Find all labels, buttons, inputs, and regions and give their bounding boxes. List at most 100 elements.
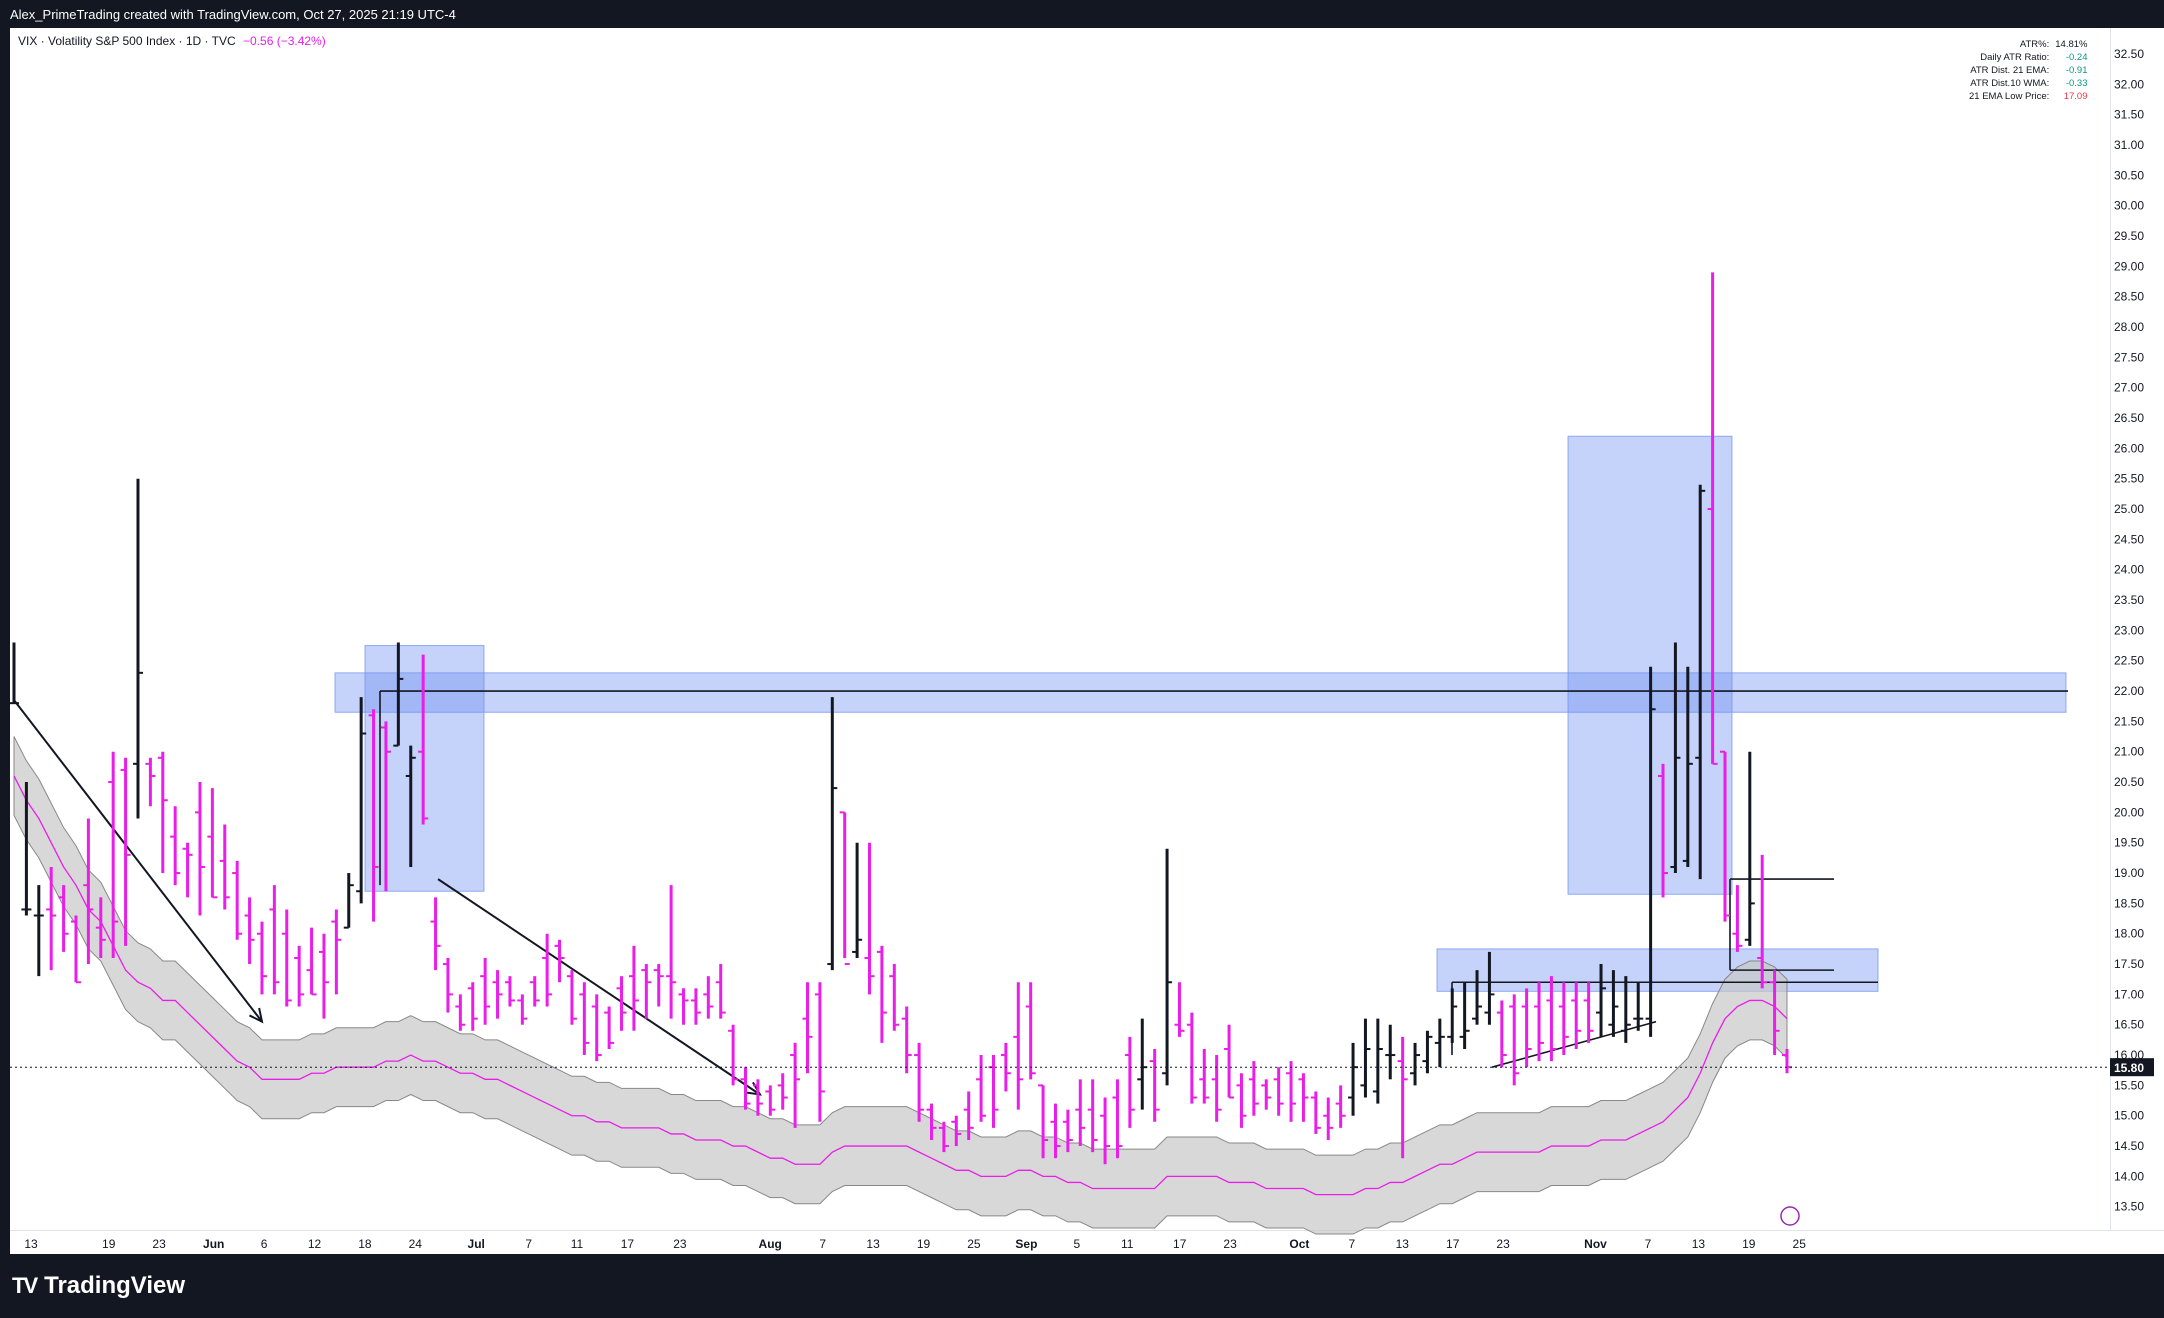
y-tick-label: 28.50 (2114, 290, 2144, 304)
x-tick-label: 25 (967, 1237, 981, 1251)
y-tick-label: 29.00 (2114, 259, 2144, 273)
y-tick-label: 13.50 (2114, 1200, 2144, 1214)
y-tick-label: 17.00 (2114, 987, 2144, 1001)
x-tick-label: 24 (409, 1237, 423, 1251)
y-tick-label: 20.50 (2114, 775, 2144, 789)
x-tick-label: Jul (468, 1237, 485, 1251)
x-tick-label: Sep (1015, 1237, 1037, 1251)
y-tick-label: 22.00 (2114, 684, 2144, 698)
x-tick-label: 25 (1793, 1237, 1807, 1251)
last-price-label: 15.80 (2114, 1061, 2144, 1075)
downtrend-arrow-2-head (745, 1081, 762, 1096)
x-tick-label: 17 (1446, 1237, 1460, 1251)
brand-name: TradingView (44, 1272, 186, 1299)
y-tick-label: 16.50 (2114, 1018, 2144, 1032)
x-tick-label: 23 (1223, 1237, 1237, 1251)
x-tick-label: 11 (1121, 1237, 1134, 1251)
last-price-badge (2110, 1058, 2154, 1077)
stat-value: 14.81% (2055, 39, 2088, 50)
y-tick-label: 18.00 (2114, 927, 2144, 941)
x-tick-label: 13 (1396, 1237, 1410, 1251)
uptrend-line (1491, 1020, 1657, 1068)
symbol-legend[interactable]: VIX · Volatility S&P 500 Index · 1D · TV… (18, 34, 326, 48)
price-change: −0.56 (−3.42%) (243, 34, 326, 48)
y-tick-label: 14.00 (2114, 1169, 2144, 1183)
y-tick-label: 25.50 (2114, 472, 2144, 486)
x-tick-label: 13 (24, 1237, 38, 1251)
resistance-zone (334, 672, 2067, 713)
y-tick-label: 24.50 (2114, 532, 2144, 546)
stat-value: -0.91 (2065, 65, 2088, 76)
y-tick-label: 27.50 (2114, 350, 2144, 364)
stat-label: ATR Dist. 21 EMA: (1970, 65, 2050, 76)
chart-credit: Alex_PrimeTrading created with TradingVi… (10, 7, 456, 22)
y-tick-label: 23.00 (2114, 623, 2144, 637)
y-tick-label: 26.50 (2114, 411, 2144, 425)
price-scale[interactable] (2110, 28, 2164, 1230)
y-tick-label: 15.00 (2114, 1109, 2144, 1123)
x-tick-label: 6 (261, 1237, 268, 1251)
y-tick-label: 31.50 (2114, 108, 2144, 122)
stats-table: ATR%: 14.81% Daily ATR Ratio: -0.24 ATR Di… (1966, 38, 2091, 103)
lightning-icon (1780, 1206, 1800, 1226)
y-tick-label: 14.50 (2114, 1139, 2144, 1153)
y-tick-label: 18.50 (2114, 896, 2144, 910)
y-tick-label: 27.00 (2114, 381, 2144, 395)
x-tick-label: 12 (308, 1237, 322, 1251)
y-tick-label: 21.00 (2114, 745, 2144, 759)
stat-label: 21 EMA Low Price: (1969, 91, 2050, 102)
ema-line (13, 775, 1788, 1196)
time-scale[interactable] (10, 1230, 2164, 1255)
y-tick-label: 15.50 (2114, 1078, 2144, 1092)
y-tick-label: 24.00 (2114, 563, 2144, 577)
y-tick-label: 19.00 (2114, 866, 2144, 880)
y-tick-label: 30.50 (2114, 168, 2144, 182)
y-tick-label: 28.00 (2114, 320, 2144, 334)
x-tick-label: 7 (819, 1237, 826, 1251)
x-tick-label: 11 (571, 1237, 584, 1251)
y-tick-label: 19.50 (2114, 836, 2144, 850)
x-tick-label: Oct (1289, 1237, 1309, 1251)
stat-label: Daily ATR Ratio: (1980, 52, 2050, 63)
stat-label: ATR Dist.10 WMA: (1970, 78, 2050, 89)
x-tick-label: 7 (1349, 1237, 1356, 1251)
x-tick-label: 18 (358, 1237, 372, 1251)
x-tick-label: 7 (525, 1237, 532, 1251)
x-tick-label: Nov (1584, 1237, 1607, 1251)
downtrend-arrow-1-head (249, 1007, 264, 1024)
x-tick-label: 23 (152, 1237, 166, 1251)
x-tick-label: 23 (1496, 1237, 1510, 1251)
top-bar: Alex_PrimeTrading created with TradingVi… (0, 0, 2164, 28)
y-tick-label: 23.50 (2114, 593, 2144, 607)
x-tick-label: 23 (673, 1237, 687, 1251)
tradingview-brand[interactable]: TV TradingView (12, 1272, 185, 1300)
x-tick-label: Aug (759, 1237, 782, 1251)
y-tick-label: 22.50 (2114, 654, 2144, 668)
tradingview-logo-icon: TV (12, 1273, 38, 1298)
bottom-bar (0, 1254, 2164, 1318)
x-tick-label: 19 (102, 1237, 116, 1251)
y-tick-label: 32.00 (2114, 77, 2144, 91)
x-tick-label: 13 (866, 1237, 880, 1251)
y-tick-label: 20.00 (2114, 805, 2144, 819)
y-tick-label: 29.50 (2114, 229, 2144, 243)
downtrend-arrow-2 (437, 878, 761, 1096)
downtrend-arrow-1 (13, 699, 263, 1023)
stat-value: 17.09 (2063, 91, 2088, 102)
x-tick-label: 17 (621, 1237, 635, 1251)
y-tick-label: 31.00 (2114, 138, 2144, 152)
stat-value: -0.24 (2065, 52, 2088, 63)
stat-value: -0.33 (2065, 78, 2088, 89)
y-tick-label: 30.00 (2114, 199, 2144, 213)
x-tick-label: 5 (1073, 1237, 1080, 1251)
x-tick-label: Jun (203, 1237, 224, 1251)
x-tick-label: 13 (1692, 1237, 1706, 1251)
x-tick-label: 7 (1645, 1237, 1652, 1251)
y-tick-label: 21.50 (2114, 714, 2144, 728)
x-tick-label: 17 (1173, 1237, 1187, 1251)
y-tick-label: 26.00 (2114, 441, 2144, 455)
x-tick-label: 19 (1742, 1237, 1756, 1251)
y-tick-label: 17.50 (2114, 957, 2144, 971)
x-tick-label: 19 (917, 1237, 931, 1251)
